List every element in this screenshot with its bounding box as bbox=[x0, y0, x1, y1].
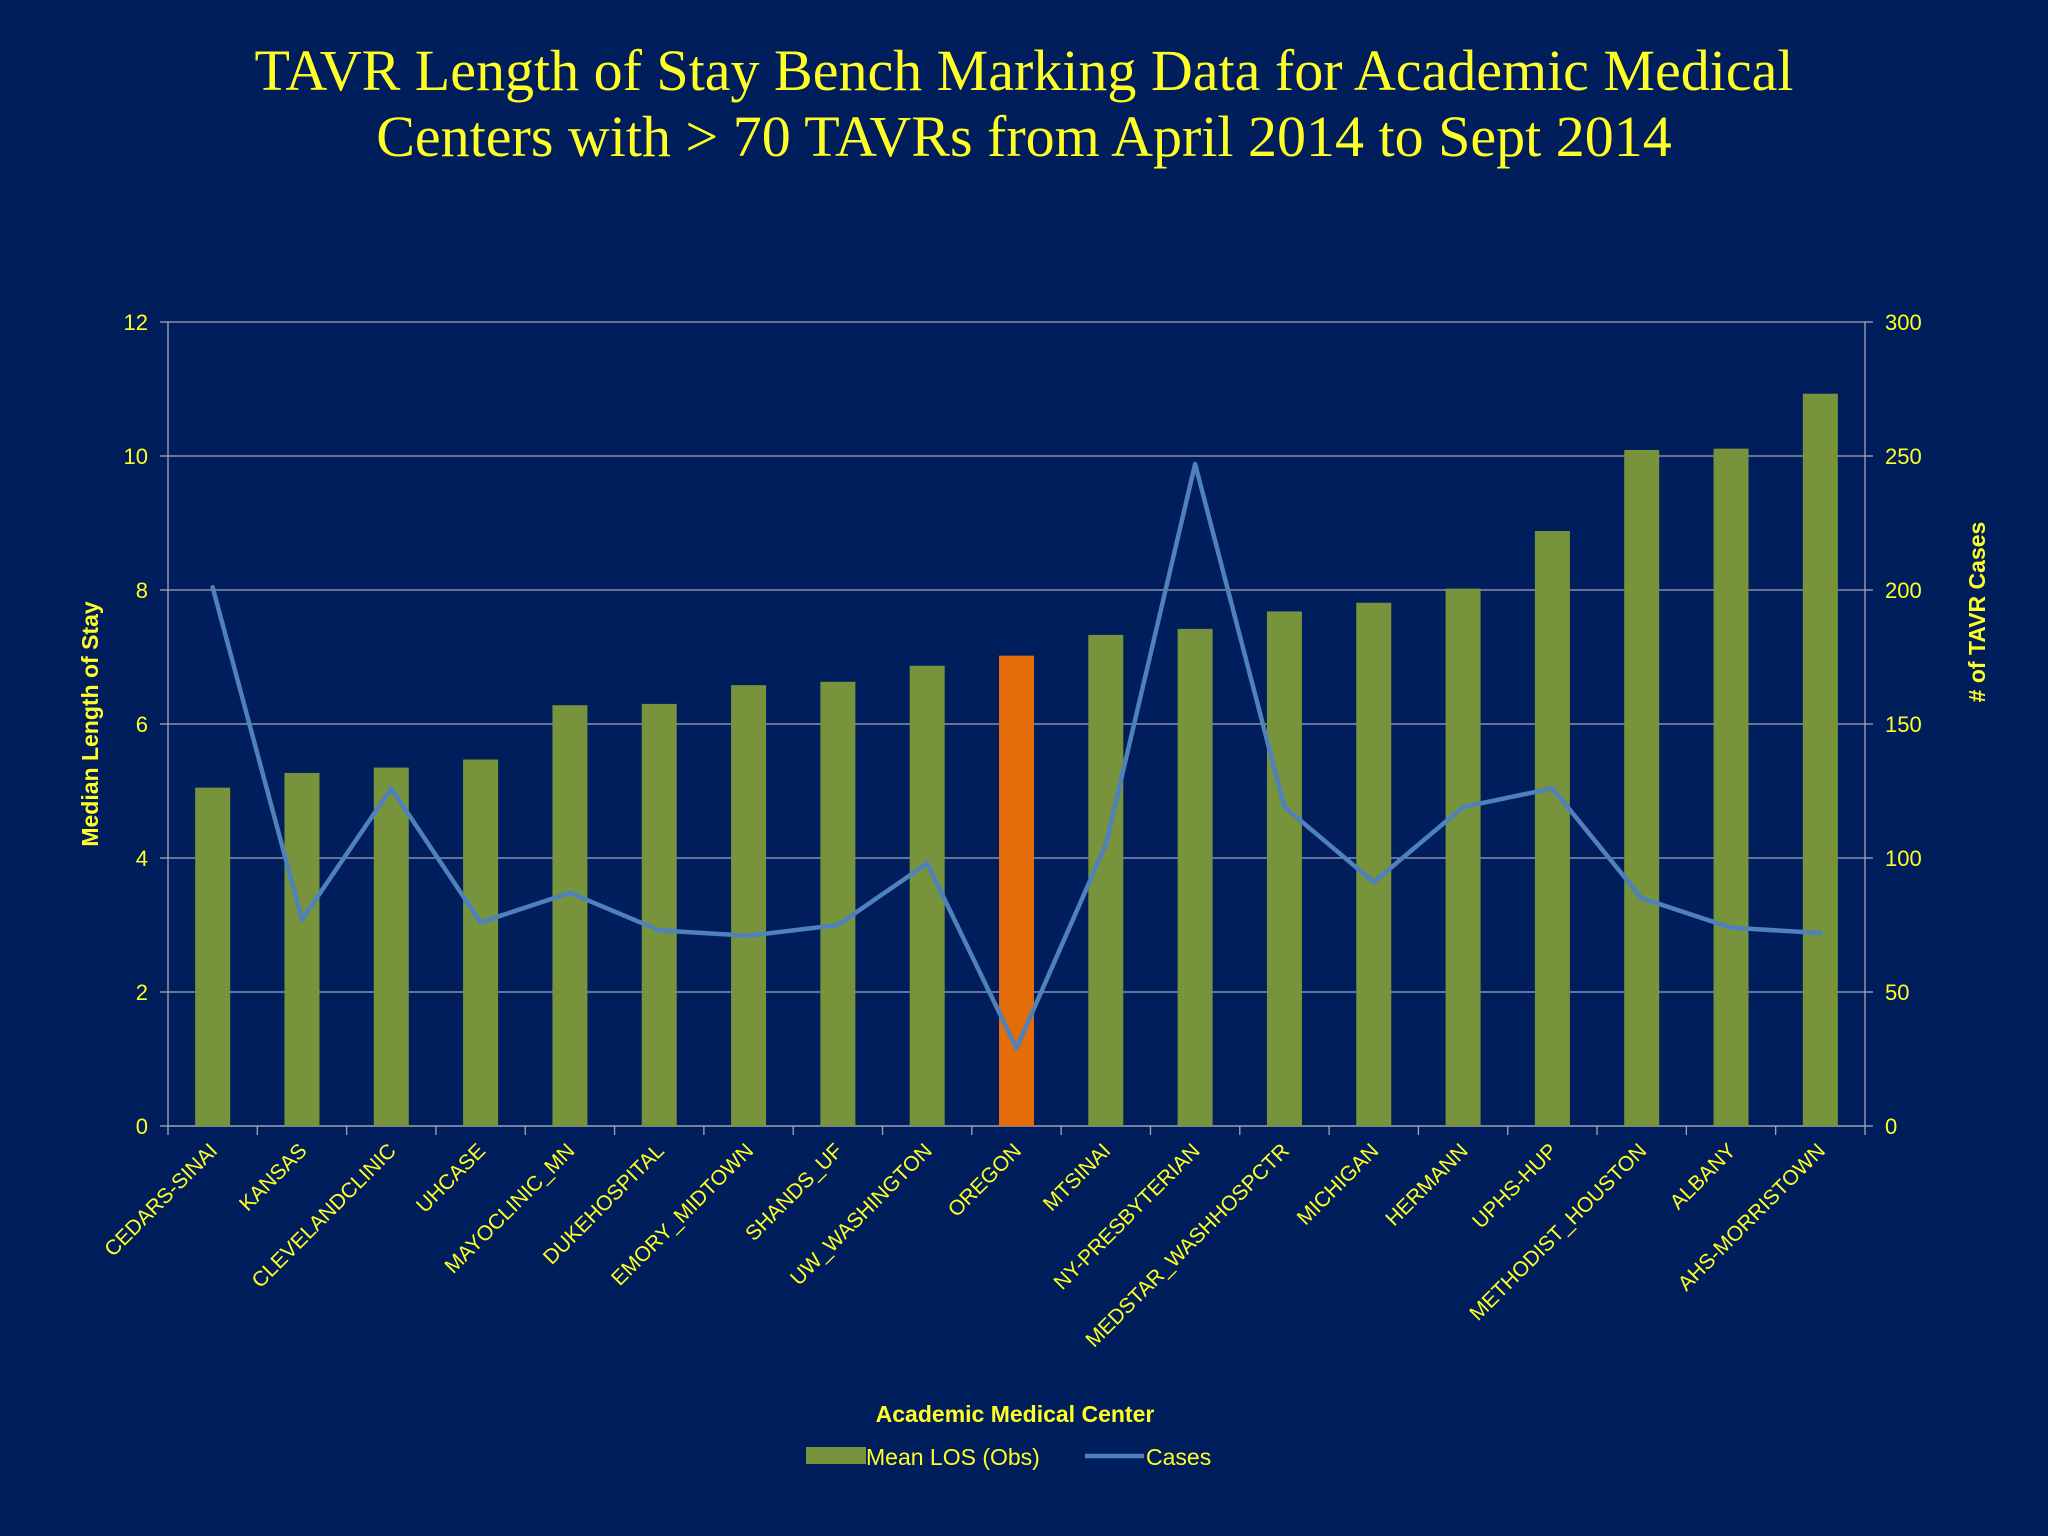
legend-line-label: Cases bbox=[1146, 1444, 1211, 1470]
cases-point bbox=[1460, 804, 1466, 810]
x-axis-category-label: OREGON bbox=[944, 1139, 1026, 1221]
x-axis-category-label: AHS-MORRISTOWN bbox=[1674, 1139, 1830, 1295]
x-axis-category-label: MICHIGAN bbox=[1293, 1139, 1384, 1230]
x-axis-category-label: UHCASE bbox=[412, 1139, 490, 1217]
y2-axis-tick-label: 50 bbox=[1885, 980, 1909, 1005]
bar bbox=[1713, 448, 1749, 1126]
cases-point bbox=[567, 890, 573, 896]
bar bbox=[195, 787, 231, 1126]
x-axis-category-label: CEDARS-SINAI bbox=[100, 1139, 222, 1261]
title-line-1: TAVR Length of Stay Bench Marking Data f… bbox=[254, 38, 1794, 103]
cases-point bbox=[1192, 461, 1198, 467]
cases-point bbox=[1103, 842, 1109, 847]
bar bbox=[1624, 449, 1660, 1127]
cases-point bbox=[478, 920, 483, 925]
cases-point bbox=[389, 786, 394, 791]
bar bbox=[1266, 611, 1302, 1126]
cases-point bbox=[1728, 925, 1734, 930]
y-axis-tick-label: 10 bbox=[124, 444, 148, 469]
bar bbox=[1177, 628, 1213, 1126]
y2-axis-tick-label: 150 bbox=[1885, 712, 1922, 737]
bar bbox=[284, 772, 320, 1126]
bar bbox=[731, 685, 767, 1126]
y2-axis-tick-label: 0 bbox=[1885, 1114, 1897, 1139]
bar bbox=[820, 681, 856, 1126]
cases-point bbox=[657, 928, 662, 933]
bar-highlighted bbox=[999, 655, 1034, 1126]
bar bbox=[373, 767, 409, 1126]
cases-point bbox=[1014, 1046, 1019, 1051]
x-axis-category-label: HERMANN bbox=[1381, 1139, 1472, 1230]
bar bbox=[1534, 531, 1570, 1126]
cases-point bbox=[835, 922, 841, 928]
cases-point bbox=[1282, 804, 1287, 810]
x-axis-title: Academic Medical Center bbox=[876, 1401, 1155, 1427]
legend-bar-label: Mean LOS (Obs) bbox=[866, 1444, 1040, 1470]
cases-point bbox=[1371, 879, 1376, 885]
title-line-2: Centers with > 70 TAVRs from April 2014 … bbox=[376, 104, 1672, 169]
y2-axis-tick-label: 300 bbox=[1885, 310, 1922, 335]
bar bbox=[552, 705, 588, 1126]
y-axis-tick-label: 2 bbox=[136, 980, 148, 1005]
cases-point bbox=[1818, 930, 1823, 936]
chart-title: TAVR Length of Stay Bench Marking Data f… bbox=[0, 38, 2048, 170]
x-axis-category-label: KANSAS bbox=[235, 1139, 312, 1216]
bar bbox=[909, 665, 945, 1126]
bar bbox=[641, 703, 677, 1126]
x-axis-category-label: UPHS-HUP bbox=[1468, 1139, 1562, 1233]
bar bbox=[1445, 588, 1481, 1126]
y2-axis-tick-label: 100 bbox=[1885, 846, 1922, 871]
bar bbox=[1088, 634, 1124, 1126]
y2-axis-tick-label: 250 bbox=[1885, 444, 1922, 469]
x-axis-category-label: NY-PRESBYTERIAN bbox=[1049, 1139, 1204, 1294]
bar bbox=[463, 759, 499, 1126]
x-axis-category-label: MTSINAI bbox=[1039, 1139, 1115, 1215]
y-axis-tick-label: 6 bbox=[136, 712, 148, 737]
y2-axis-title: # of TAVR Cases bbox=[1964, 522, 1990, 703]
cases-point bbox=[1639, 896, 1644, 901]
bar bbox=[1356, 602, 1392, 1126]
x-axis-category-label: CLEVELANDCLINIC bbox=[248, 1139, 401, 1292]
cases-point bbox=[924, 861, 930, 866]
cases-point bbox=[299, 917, 305, 922]
cases-point bbox=[746, 933, 751, 938]
x-axis-category-label: ALBANY bbox=[1666, 1139, 1741, 1214]
y2-axis-tick-label: 200 bbox=[1885, 578, 1922, 603]
y-axis-tick-label: 8 bbox=[136, 578, 148, 603]
legend-bar-swatch bbox=[806, 1447, 866, 1464]
y-axis-tick-label: 0 bbox=[136, 1114, 148, 1139]
bar bbox=[1802, 393, 1838, 1126]
cases-point bbox=[1550, 786, 1555, 791]
y-axis-title: Median Length of Stay bbox=[77, 601, 103, 847]
x-axis-category-label: METHODIST_HOUSTON bbox=[1465, 1139, 1651, 1325]
cases-point bbox=[210, 585, 215, 590]
y-axis-tick-label: 4 bbox=[136, 846, 148, 871]
y-axis-tick-label: 12 bbox=[124, 310, 148, 335]
